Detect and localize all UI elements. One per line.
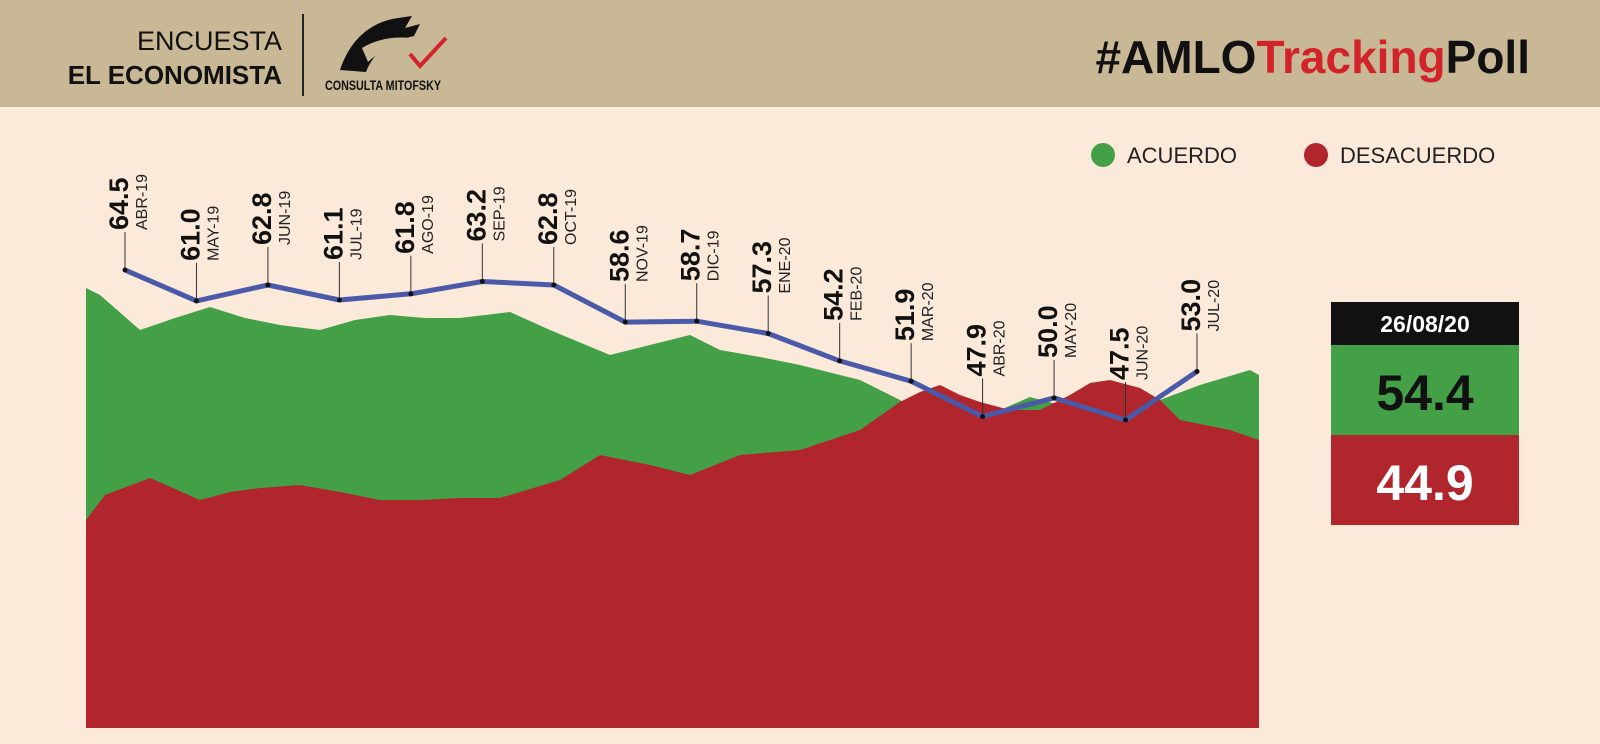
- summary-disagreement: 44.9: [1376, 455, 1473, 511]
- logo-check: [408, 36, 448, 70]
- value-label: 50.0: [1033, 305, 1063, 358]
- point: [408, 291, 414, 297]
- point: [479, 278, 485, 284]
- point: [980, 413, 986, 419]
- category-label: MAY-20: [1063, 303, 1080, 358]
- point: [765, 331, 771, 337]
- category-label: SEP-19: [491, 186, 508, 241]
- point: [1123, 417, 1129, 423]
- point: [1194, 368, 1200, 374]
- pollster-label: CONSULTA MITOFSKY: [325, 77, 441, 93]
- title-part: #AMLO: [1095, 31, 1256, 83]
- value-label: 61.0: [175, 208, 205, 261]
- point: [265, 282, 271, 288]
- category-label: AGO-19: [420, 195, 437, 254]
- category-label: JUN-20: [1135, 326, 1152, 380]
- title: #AMLOTrackingPoll: [1095, 31, 1530, 83]
- value-label: 58.6: [604, 229, 634, 282]
- value-label: 51.9: [890, 289, 920, 342]
- value-label: 47.9: [962, 324, 992, 377]
- legend-swatch: [1304, 143, 1328, 167]
- category-label: DIC-19: [706, 230, 723, 281]
- category-label: JUL-20: [1206, 280, 1223, 332]
- value-label: 58.7: [676, 229, 706, 282]
- title-part: Tracking: [1256, 31, 1445, 83]
- value-label: 63.2: [461, 189, 491, 242]
- value-label: 64.5: [104, 177, 134, 230]
- category-label: ENE-20: [777, 237, 794, 293]
- legend-label: DESACUERDO: [1340, 143, 1495, 168]
- value-label: 53.0: [1176, 279, 1206, 332]
- category-label: ABR-19: [134, 174, 151, 230]
- category-label: MAY-19: [205, 206, 222, 261]
- agreement-box: [1331, 345, 1519, 435]
- header-bar: [0, 0, 1600, 107]
- category-label: JUN-19: [277, 191, 294, 245]
- title-part: Poll: [1446, 31, 1530, 83]
- point: [837, 358, 843, 364]
- category-label: ABR-20: [992, 320, 1009, 376]
- value-label: 54.2: [819, 268, 849, 321]
- value-label: 57.3: [747, 241, 777, 294]
- category-label: NOV-19: [634, 225, 651, 282]
- category-label: OCT-19: [563, 189, 580, 245]
- point: [622, 319, 628, 325]
- value-label: 62.8: [533, 192, 563, 245]
- point: [694, 318, 700, 324]
- point: [193, 298, 199, 304]
- point: [551, 282, 557, 288]
- legend-label: ACUERDO: [1127, 143, 1237, 168]
- disagreement-box: [1331, 435, 1519, 525]
- point: [336, 297, 342, 303]
- category-label: MAR-20: [920, 282, 937, 341]
- value-label: 61.1: [318, 207, 348, 260]
- value-label: 62.8: [247, 192, 277, 245]
- outlet-label: EL ECONOMISTA: [68, 60, 282, 90]
- point: [1051, 395, 1057, 401]
- survey-label: ENCUESTA: [137, 26, 282, 56]
- disagreement-area: [86, 380, 1259, 728]
- category-label: JUL-19: [348, 208, 365, 260]
- logo-cut: [362, 37, 410, 62]
- value-label: 61.8: [390, 201, 420, 254]
- legend-swatch: [1091, 143, 1115, 167]
- category-label: FEB-20: [849, 267, 866, 321]
- summary-date: 26/08/20: [1380, 311, 1470, 337]
- date-box: [1331, 302, 1519, 345]
- approval-line: [124, 267, 1199, 423]
- point: [122, 267, 128, 273]
- point: [908, 378, 914, 384]
- pollster-logo: CONSULTA MITOFSKY: [325, 16, 448, 93]
- summary-agreement: 54.4: [1376, 365, 1474, 421]
- value-label: 47.5: [1105, 327, 1135, 380]
